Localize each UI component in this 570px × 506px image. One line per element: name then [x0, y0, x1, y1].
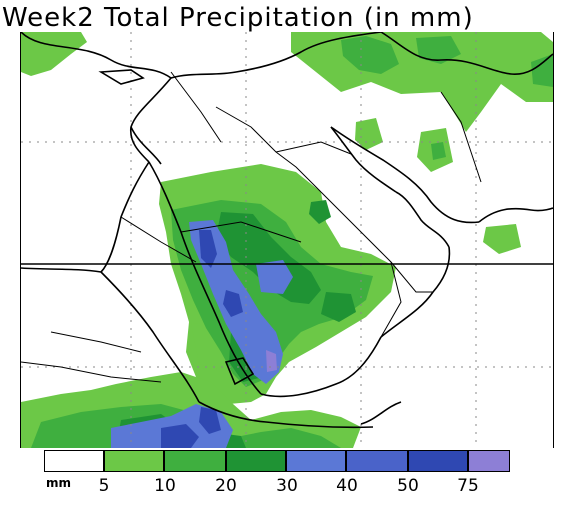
- legend-bin-gt75: [468, 450, 510, 472]
- legend-tick-50: 50: [397, 476, 419, 496]
- legend-tick-30: 30: [276, 476, 298, 496]
- legend-bin-10-20: [164, 450, 226, 472]
- legend-bin-lt5: [44, 450, 104, 472]
- legend-tick-75: 75: [457, 476, 479, 496]
- legend-bin-20-30: [226, 450, 286, 472]
- legend-bin-40-50: [346, 450, 408, 472]
- legend-unit-label: mm: [46, 476, 72, 490]
- legend-bin-5-10: [104, 450, 164, 472]
- coastlines: [21, 32, 553, 429]
- legend-tick-5: 5: [98, 476, 110, 496]
- map-gridlines: [21, 32, 553, 448]
- legend-tick-10: 10: [154, 476, 176, 496]
- precipitation-map: [20, 32, 554, 448]
- precip-blue-areas: [111, 220, 293, 448]
- legend-bin-50-75: [408, 450, 468, 472]
- country-borders: [21, 71, 482, 383]
- legend-tick-40: 40: [336, 476, 358, 496]
- color-legend: [44, 450, 510, 474]
- legend-tick-20: 20: [215, 476, 237, 496]
- map-title: Week2 Total Precipitation (in mm): [2, 3, 474, 33]
- legend-bin-30-40: [286, 450, 346, 472]
- legend-tick-labels: 5 10 20 30 40 50 75: [0, 476, 570, 500]
- map-canvas: [21, 32, 553, 448]
